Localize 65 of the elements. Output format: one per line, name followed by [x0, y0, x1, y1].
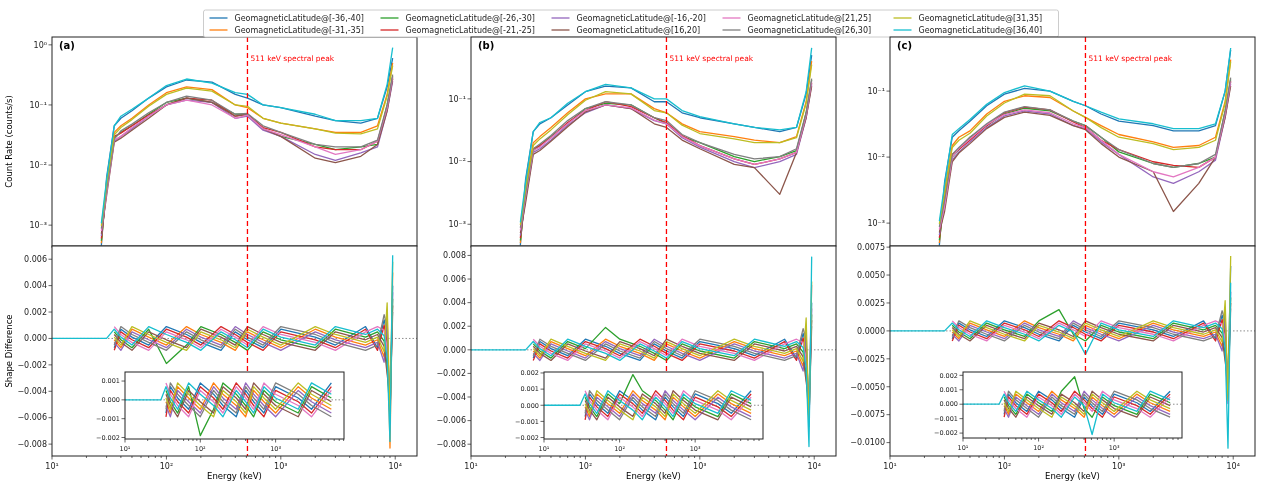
x-axis-title: Energy (keV)	[1045, 471, 1100, 481]
legend-label: GeomagneticLatitude@[-21,-25]	[405, 25, 535, 35]
legend-label: GeomagneticLatitude@[31,35]	[918, 13, 1043, 23]
chart-title: (b)	[478, 40, 495, 51]
y-tick-label: 0.002	[443, 322, 466, 332]
y-tick-label: 0.0075	[857, 242, 885, 252]
y-tick-label: 10⁰	[33, 40, 47, 50]
legend-label: GeomagneticLatitude@[-16,-20]	[576, 13, 706, 23]
y-tick-label: 0.0000	[857, 326, 885, 336]
y-tick-label: 10⁻²	[448, 157, 466, 167]
x-axis-title: Energy (keV)	[207, 471, 262, 481]
x-tick-label: 10²	[578, 462, 593, 471]
y-tick-label: −0.0075	[850, 410, 885, 420]
y-tick-label: 10⁻²	[29, 160, 47, 170]
x-tick-label: 10⁴	[1226, 462, 1240, 471]
y-tick-label: 0.008	[443, 251, 466, 261]
y-tick-label: 0.002	[24, 307, 47, 317]
x-tick-label: 10²	[159, 462, 174, 471]
x-tick-label: 10¹	[45, 462, 59, 471]
x-tick-label: 10³	[274, 462, 288, 471]
chart-title: (c)	[897, 40, 913, 51]
y-tick-label: 0.004	[24, 281, 47, 291]
y-tick-label: 10⁻¹	[448, 94, 466, 104]
y-tick-label: 10⁻³	[29, 220, 47, 230]
y-tick-label: −0.0025	[850, 354, 885, 364]
chart-title: (a)	[59, 40, 75, 51]
y-tick-label: 0.0050	[857, 270, 885, 280]
y-tick-label: −0.006	[436, 416, 466, 426]
y-tick-label: −0.002	[17, 360, 47, 370]
y-tick-label: −0.0050	[850, 382, 885, 392]
x-tick-label: 10²	[997, 462, 1012, 471]
legend-label: GeomagneticLatitude@[26,30]	[747, 25, 872, 35]
legend-label: GeomagneticLatitude@[-36,-40]	[234, 13, 364, 23]
legend-label: GeomagneticLatitude@[21,25]	[747, 13, 872, 23]
y-axis-title: Count Rate (counts/s)	[4, 95, 14, 188]
y-tick-label: −0.004	[436, 392, 466, 402]
y-tick-label: −0.004	[17, 387, 47, 397]
y-tick-label: 10⁻¹	[29, 100, 47, 110]
y-tick-label: 10⁻³	[867, 218, 885, 228]
y-tick-label: 10⁻³	[448, 220, 466, 230]
y-tick-label: 0.006	[24, 255, 47, 265]
y-tick-label: −0.002	[436, 369, 466, 379]
y-tick-label: −0.008	[17, 439, 47, 449]
x-tick-label: 10⁴	[807, 462, 821, 471]
y-tick-label: 0.000	[24, 334, 47, 344]
x-tick-label: 10¹	[883, 462, 897, 471]
y-tick-label: 0.006	[443, 274, 466, 284]
y-tick-label: −0.0100	[850, 438, 885, 448]
legend-label: GeomagneticLatitude@[16,20]	[576, 25, 701, 35]
legend-label: GeomagneticLatitude@[-31,-35]	[234, 25, 364, 35]
y-tick-label: −0.006	[17, 413, 47, 423]
y-tick-label: 0.004	[443, 298, 466, 308]
y-tick-label: 0.0025	[857, 298, 885, 308]
legend-label: GeomagneticLatitude@[-26,-30]	[405, 13, 535, 23]
y-tick-label: 10⁻²	[867, 152, 885, 162]
y-tick-label: 0.000	[443, 345, 466, 355]
x-tick-label: 10¹	[464, 462, 478, 471]
x-tick-label: 10³	[693, 462, 707, 471]
x-axis-title: Energy (keV)	[626, 471, 681, 481]
y-axis-title: Shape Difference	[4, 314, 14, 388]
y-tick-label: 10⁻¹	[867, 86, 885, 96]
x-tick-label: 10³	[1112, 462, 1126, 471]
x-tick-label: 10⁴	[388, 462, 402, 471]
legend-label: GeomagneticLatitude@[36,40]	[918, 25, 1043, 35]
y-tick-label: −0.008	[436, 440, 466, 449]
